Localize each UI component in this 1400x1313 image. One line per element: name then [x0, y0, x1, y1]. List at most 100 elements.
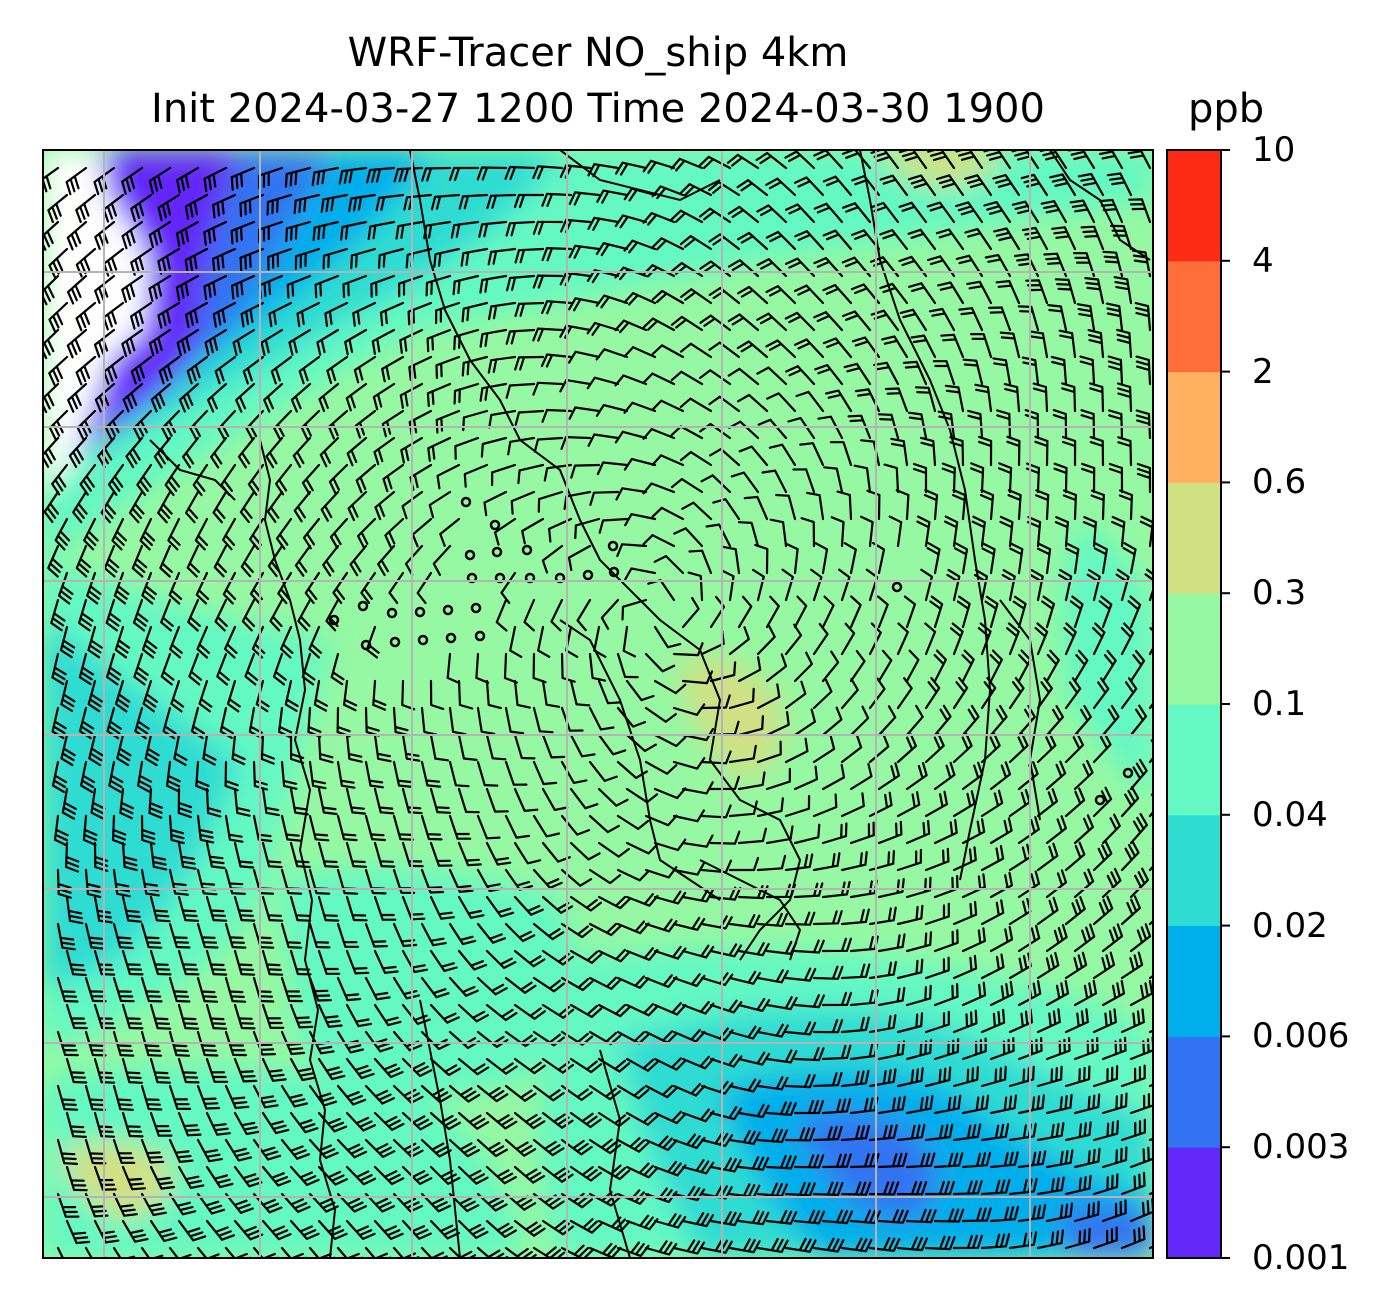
wind-barb-icon: [727, 367, 760, 386]
colorbar-tick-label: 0.006: [1252, 1016, 1350, 1057]
wind-barb-icon: [588, 1138, 622, 1155]
wind-barb-icon: [737, 285, 769, 305]
wind-barb-icon: [504, 1138, 537, 1157]
wind-barb-icon: [1101, 1092, 1128, 1115]
wind-barb-icon: [1129, 1144, 1153, 1169]
wind-barb-icon: [624, 513, 657, 527]
wind-barb-icon: [784, 853, 814, 872]
wind-barb-icon: [93, 895, 113, 924]
wind-barb-icon: [569, 1218, 603, 1234]
wind-barb-icon: [1049, 173, 1077, 197]
wind-barb-icon: [485, 1003, 518, 1022]
wind-barb-icon: [1127, 595, 1142, 629]
wind-barb-icon: [1045, 705, 1064, 737]
wind-barb-icon: [784, 1127, 816, 1142]
wind-barb-icon: [924, 790, 948, 818]
wind-barb-icon: [737, 1103, 770, 1119]
wind-barb-icon: [317, 1219, 348, 1240]
wind-barb-icon: [168, 868, 189, 896]
wind-barb-icon: [336, 760, 356, 789]
wind-barb-icon: [289, 1003, 314, 1029]
wind-barb-icon: [517, 463, 545, 485]
wind-barb-icon: [65, 1111, 87, 1138]
wind-barb-icon: [297, 598, 312, 632]
wind-barb-icon: [308, 814, 330, 842]
wind-barb-icon: [214, 355, 237, 385]
wind-barb-icon: [907, 174, 937, 197]
wind-barb-icon: [224, 1084, 250, 1110]
wind-barb-icon: [1045, 815, 1067, 845]
wind-barb-icon: [364, 922, 388, 948]
wind-barb-icon: [457, 1219, 489, 1239]
wind-barb-icon: [224, 976, 247, 1003]
wind-barb-icon: [377, 247, 405, 269]
wind-barb-icon: [812, 1071, 843, 1088]
wind-barb-icon: [485, 733, 507, 761]
wind-barb-icon: [1129, 923, 1152, 953]
wind-barb-icon: [821, 937, 852, 953]
wind-barb-icon: [1011, 150, 1040, 170]
wind-barb-icon: [952, 1066, 979, 1088]
wind-barb-icon: [737, 231, 769, 251]
calm-circle-icon: [357, 600, 369, 612]
wind-barb-icon: [1122, 542, 1137, 575]
wind-barb-icon: [896, 733, 917, 764]
wind-barb-icon: [224, 922, 247, 949]
wind-barb-icon: [653, 1057, 687, 1071]
wind-barb-icon: [1036, 896, 1059, 926]
wind-barb-icon: [429, 679, 445, 710]
wind-barb-icon: [177, 841, 197, 870]
wind-barb-icon: [149, 895, 171, 923]
wind-barb-icon: [877, 1209, 909, 1224]
wind-barb-icon: [48, 355, 69, 386]
wind-barb-icon: [933, 704, 952, 737]
wind-barb-icon: [840, 963, 871, 980]
wind-barb-icon: [1116, 328, 1133, 359]
wind-barb-icon: [130, 193, 153, 222]
wind-barb-icon: [233, 841, 255, 869]
wind-barb-icon: [1045, 1149, 1074, 1169]
wind-barb-icon: [949, 436, 965, 467]
wind-barb-icon: [933, 649, 947, 683]
wind-barb-icon: [316, 328, 340, 356]
wind-barb-icon: [679, 183, 713, 197]
wind-barb-icon: [370, 274, 396, 298]
wind-barb-icon: [597, 1216, 631, 1232]
wind-barb-icon: [596, 461, 629, 476]
wind-barb-icon: [924, 1180, 955, 1196]
wind-barb-icon: [1039, 150, 1068, 170]
wind-barb-icon: [90, 787, 106, 820]
wind-barb-icon: [266, 490, 284, 523]
wind-barb-icon: [277, 571, 293, 605]
wind-barb-icon: [775, 493, 797, 521]
wind-barb-icon: [1020, 173, 1049, 197]
wind-barb-icon: [532, 976, 566, 993]
wind-barb-icon: [568, 191, 601, 206]
wind-barb-icon: [849, 1209, 881, 1225]
wind-barb-icon: [616, 1189, 650, 1205]
wind-barb-icon: [907, 228, 937, 251]
wind-barb-icon: [793, 651, 813, 683]
wind-barb-icon: [461, 301, 489, 323]
wind-barb-icon: [275, 517, 293, 550]
calm-circle-icon: [442, 604, 454, 616]
wind-barb-icon: [392, 1246, 420, 1258]
wind-barb-icon: [87, 625, 103, 659]
wind-barb-icon: [280, 976, 303, 1003]
wind-barb-icon: [204, 328, 228, 356]
wind-barb-icon: [65, 841, 80, 873]
wind-barb-icon: [532, 274, 564, 289]
wind-barb-icon: [280, 760, 298, 790]
wind-barb-icon: [448, 922, 477, 946]
colorbar-segment: [1167, 260, 1221, 373]
wind-barb-icon: [672, 1083, 706, 1097]
wind-barb-icon: [765, 177, 797, 197]
wind-barb-icon: [756, 1128, 788, 1144]
wind-barb-icon: [672, 916, 706, 931]
wind-barb-icon: [905, 1152, 936, 1169]
wind-barb-icon: [812, 1181, 844, 1196]
wind-barb-icon: [896, 848, 922, 872]
wind-barb-icon: [989, 817, 1013, 845]
wind-barb-icon: [642, 482, 676, 495]
wind-barb-icon: [392, 1138, 424, 1158]
